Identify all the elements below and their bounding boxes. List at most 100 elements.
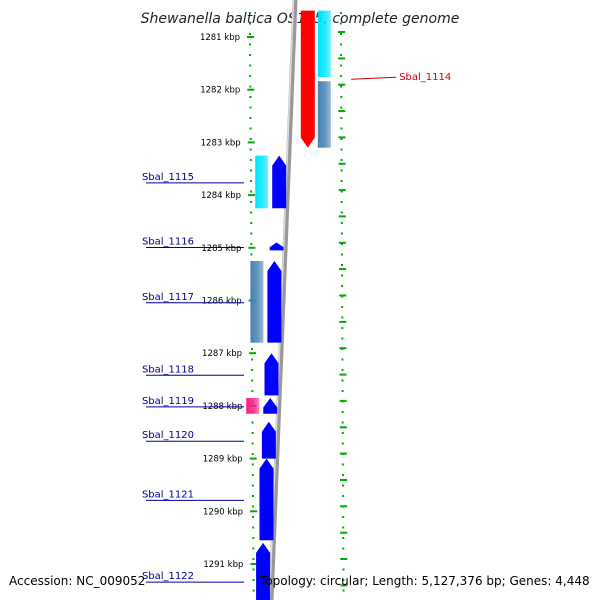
ruler-dot-left [249,96,252,98]
ruler-dot-right [341,432,344,434]
kbp-tick-label: 1290 kbp [203,507,243,517]
ruler-dot-left [251,474,254,476]
ruler-dot-right [340,190,343,193]
ruler-dot-right [341,379,344,382]
ruler-dot-right [340,148,343,151]
cog-box-sbal_1115 [255,155,269,209]
kbp-tick-right [339,373,347,376]
ruler-dot-left [252,516,255,518]
kbp-tick-right [339,294,347,297]
ruler-dot-right [341,463,344,466]
ruler-dot-left [249,54,252,56]
ruler-dot-right [340,75,343,77]
gene-arrow-sbal_1116 [269,242,284,251]
kbp-tick-right [338,189,346,192]
ruler-dot-right [341,369,344,371]
ruler-dot-left [249,75,252,77]
ruler-dot-left [252,547,255,550]
map-title: Shewanella baltica OS155, complete genom… [141,11,460,27]
ruler-dot-left [249,33,251,35]
gene-leader-sbal_1114 [351,76,397,80]
ruler-dot-left [249,138,252,140]
cog-box-sbal_1117 [250,261,264,343]
ruler-dot-right [341,316,344,319]
accession-text: Accession: NC_009052 [9,574,146,588]
ruler-dot-right [340,243,343,245]
ruler-dot-left [251,432,254,434]
topology-text: Topology: circular; Length: 5,127,376 bp… [260,574,590,588]
ruler-dot-left [249,159,252,161]
ruler-dot-right [340,85,343,88]
ruler-dot-right [340,169,343,172]
ruler-dot-left [249,169,252,172]
ruler-dot-right [341,264,343,266]
ruler-dot-left [251,358,254,361]
gene-track [246,10,331,600]
kbp-tick-left [250,510,258,513]
kbp-tick-right [339,426,347,429]
kbp-tick-label: 1282 kbp [200,86,240,96]
ruler-dot-right [342,568,345,571]
gene-arrow-sbal_1114 [300,10,315,148]
ruler-dot-left [249,85,252,88]
kbp-tick-label: 1291 kbp [203,560,243,570]
gene-label-sbal_1115: Sbal_1115 [142,172,194,183]
gene-label-sbal_1121: Sbal_1121 [142,489,194,500]
ruler-dot-right [341,306,344,308]
gene-labels: Sbal_1114 Sbal_1115 Sbal_1116 Sbal_1117 Sbal… [142,72,451,583]
gene-arrow-sbal_1118 [264,353,279,396]
kbp-tick-left [248,246,256,249]
ruler-dot-right [339,22,342,25]
ruler-dot-left [252,505,254,508]
ruler-dot-right [341,421,344,424]
ruler-dot-left [248,12,251,14]
ruler-dot-right [342,495,345,497]
ruler-dot-left [251,379,254,382]
ruler-dot-left [251,484,254,487]
ruler-dot-left [252,526,255,529]
ruler-dot-left [252,558,255,560]
ruler-dot-left [251,421,254,424]
kbp-tick-left [247,88,255,91]
ruler-dot-right [342,526,345,529]
ruler-dot-left [249,148,252,151]
kbp-tick-right [338,241,346,244]
ruler-dot-left [250,190,252,193]
kbp-tick-label: 1285 kbp [201,244,241,254]
ruler-dot-right [340,211,343,214]
ruler-dot-left [250,222,253,224]
gene-arrow-sbal_1115 [272,155,287,209]
backbone-line [268,0,298,600]
ruler-dot-right [342,579,345,581]
kbp-tick-right [339,268,346,271]
ruler-dot-left [252,495,254,497]
kbp-tick-left [247,141,255,144]
ruler-dot-right [340,138,343,140]
ruler-dot-left [251,390,254,392]
ruler-dot-left [249,64,252,67]
ruler-dot-right [339,12,342,14]
cog-box-sbal_1114 [317,10,331,78]
gene-label-sbal_1114: Sbal_1114 [399,72,451,83]
ruler-dot-left [249,127,252,130]
kbp-tick-right [340,505,348,508]
ruler-dot-right [341,442,344,445]
ruler-dot-left [249,43,251,46]
gene-label-sbal_1117: Sbal_1117 [142,292,194,303]
gene-arrow-sbal_1117 [267,260,282,343]
ruler-dot-left [250,211,253,214]
kbp-tick-left [250,563,258,565]
gene-label-sbal_1119: Sbal_1119 [142,396,194,407]
kbp-tick-right [339,399,347,402]
kbp-tick-right [338,57,346,60]
ruler-dot-right [340,33,342,35]
kbp-tick-right [339,347,347,350]
kbp-tick-label: 1281 kbp [200,33,240,43]
ruler-dot-right [342,537,345,539]
ruler-dot-left [249,180,252,182]
kbp-tick-right [338,31,345,33]
gene-arrow-sbal_1120 [261,421,276,459]
ruler-dot-right [341,327,344,329]
kbp-tick-right [339,452,347,455]
gene-arrow-sbal_1121 [259,458,274,541]
